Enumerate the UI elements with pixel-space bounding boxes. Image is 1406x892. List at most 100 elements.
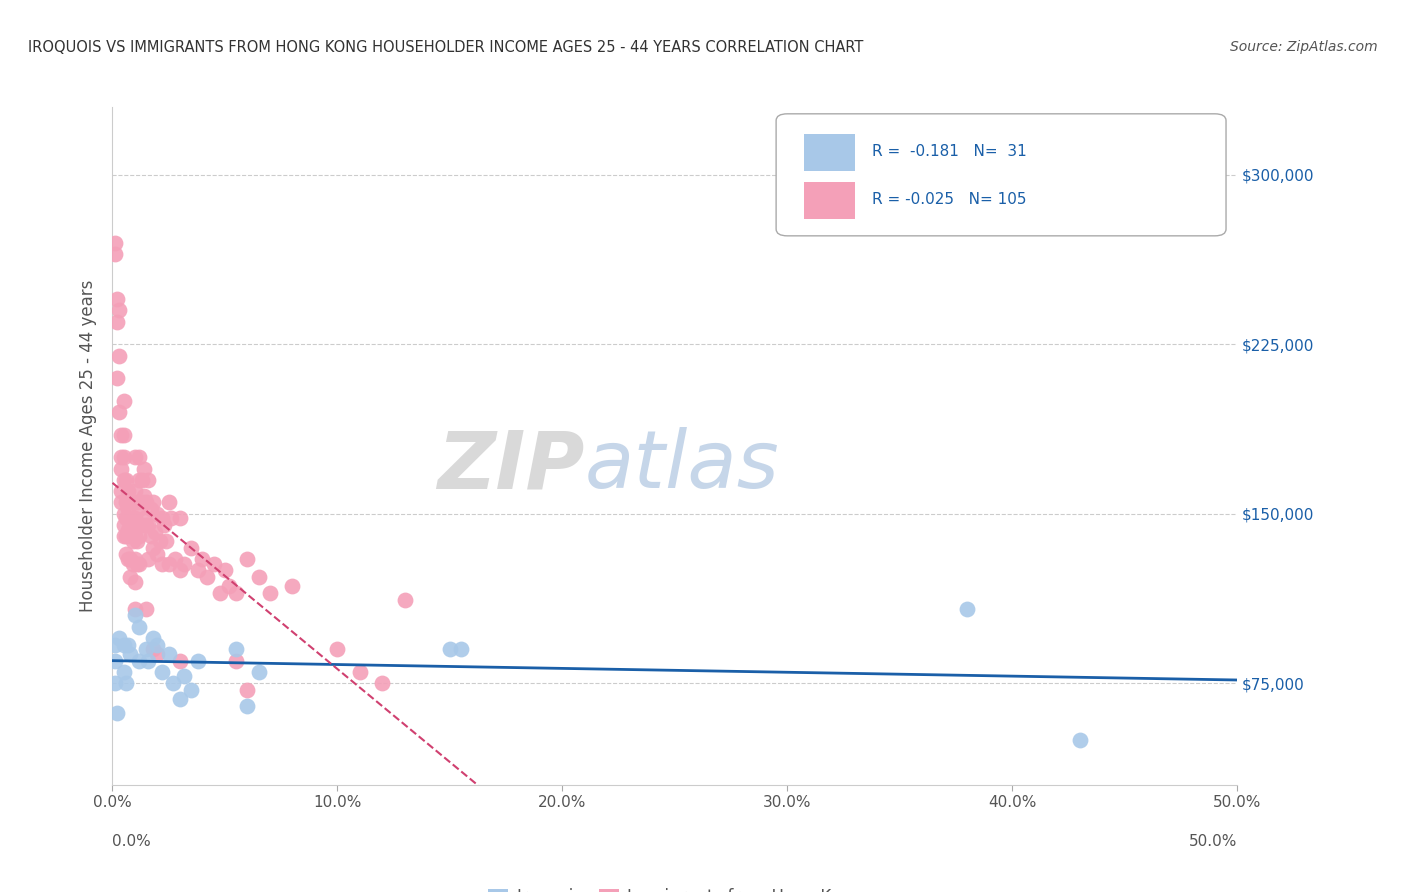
Point [169,563,191,577]
Point [138,518,160,533]
Point [127,557,149,571]
Point [112,450,135,465]
Point [104,247,127,261]
Point [138,473,160,487]
Point [131,473,153,487]
Point [124,552,146,566]
Point [139,502,162,516]
Point [225,654,247,668]
Point [450,642,472,657]
Point [124,601,146,615]
Point [142,631,165,645]
Point [135,518,157,533]
Point [124,574,146,589]
Point [120,570,142,584]
Point [195,570,218,584]
Point [281,579,304,593]
Point [150,665,173,679]
Point [191,552,214,566]
Point [1069,732,1091,747]
Point [117,552,139,566]
Point [225,642,247,657]
Point [160,511,183,525]
Point [165,552,187,566]
Point [349,665,371,679]
Point [120,552,142,566]
Point [150,511,173,525]
Point [108,631,131,645]
Point [142,495,165,509]
Point [146,638,169,652]
Point [105,706,128,720]
Point [146,548,169,562]
Point [214,563,236,577]
Point [117,502,139,516]
Point [150,557,173,571]
Point [180,541,202,555]
Point [127,533,149,548]
Point [138,552,160,566]
Text: ZIP: ZIP [437,427,585,506]
Point [124,608,146,623]
Point [157,495,180,509]
Point [128,557,150,571]
Point [131,518,153,533]
Point [956,601,979,615]
Point [128,529,150,543]
Point [135,642,157,657]
Point [173,669,195,683]
Point [180,683,202,698]
Point [110,495,132,509]
Point [187,563,209,577]
Point [371,676,394,690]
Point [104,638,127,652]
Bar [804,134,855,171]
Point [138,654,160,668]
Point [110,484,132,499]
Point [110,450,132,465]
Point [146,647,169,661]
Point [117,484,139,499]
Point [121,557,143,571]
Point [117,638,139,652]
Point [139,529,162,543]
Point [173,557,195,571]
Point [120,647,142,661]
Point [128,502,150,516]
Point [146,507,169,521]
Point [112,518,135,533]
Legend: Iroquois, Immigrants from Hong Kong: Iroquois, Immigrants from Hong Kong [481,881,869,892]
FancyBboxPatch shape [776,114,1226,235]
Text: IROQUOIS VS IMMIGRANTS FROM HONG KONG HOUSEHOLDER INCOME AGES 25 - 44 YEARS CORR: IROQUOIS VS IMMIGRANTS FROM HONG KONG HO… [28,40,863,55]
Point [124,529,146,543]
Point [105,315,128,329]
Point [112,507,135,521]
Point [128,654,150,668]
Point [135,495,157,509]
Point [247,665,270,679]
Point [105,371,128,385]
Point [112,529,135,543]
Point [121,511,143,525]
Point [104,676,127,690]
Point [157,557,180,571]
Point [115,473,138,487]
Point [128,473,150,487]
Text: R = -0.025   N= 105: R = -0.025 N= 105 [872,193,1026,208]
Point [112,393,135,408]
Point [394,592,416,607]
Point [104,235,127,250]
Point [128,450,150,465]
Point [115,548,138,562]
Point [110,461,132,475]
Point [439,642,461,657]
Point [236,552,259,566]
Point [135,601,157,615]
Point [143,524,166,539]
Point [236,698,259,713]
Point [108,349,131,363]
Point [124,484,146,499]
Point [131,495,153,509]
Point [132,511,155,525]
Point [108,405,131,419]
